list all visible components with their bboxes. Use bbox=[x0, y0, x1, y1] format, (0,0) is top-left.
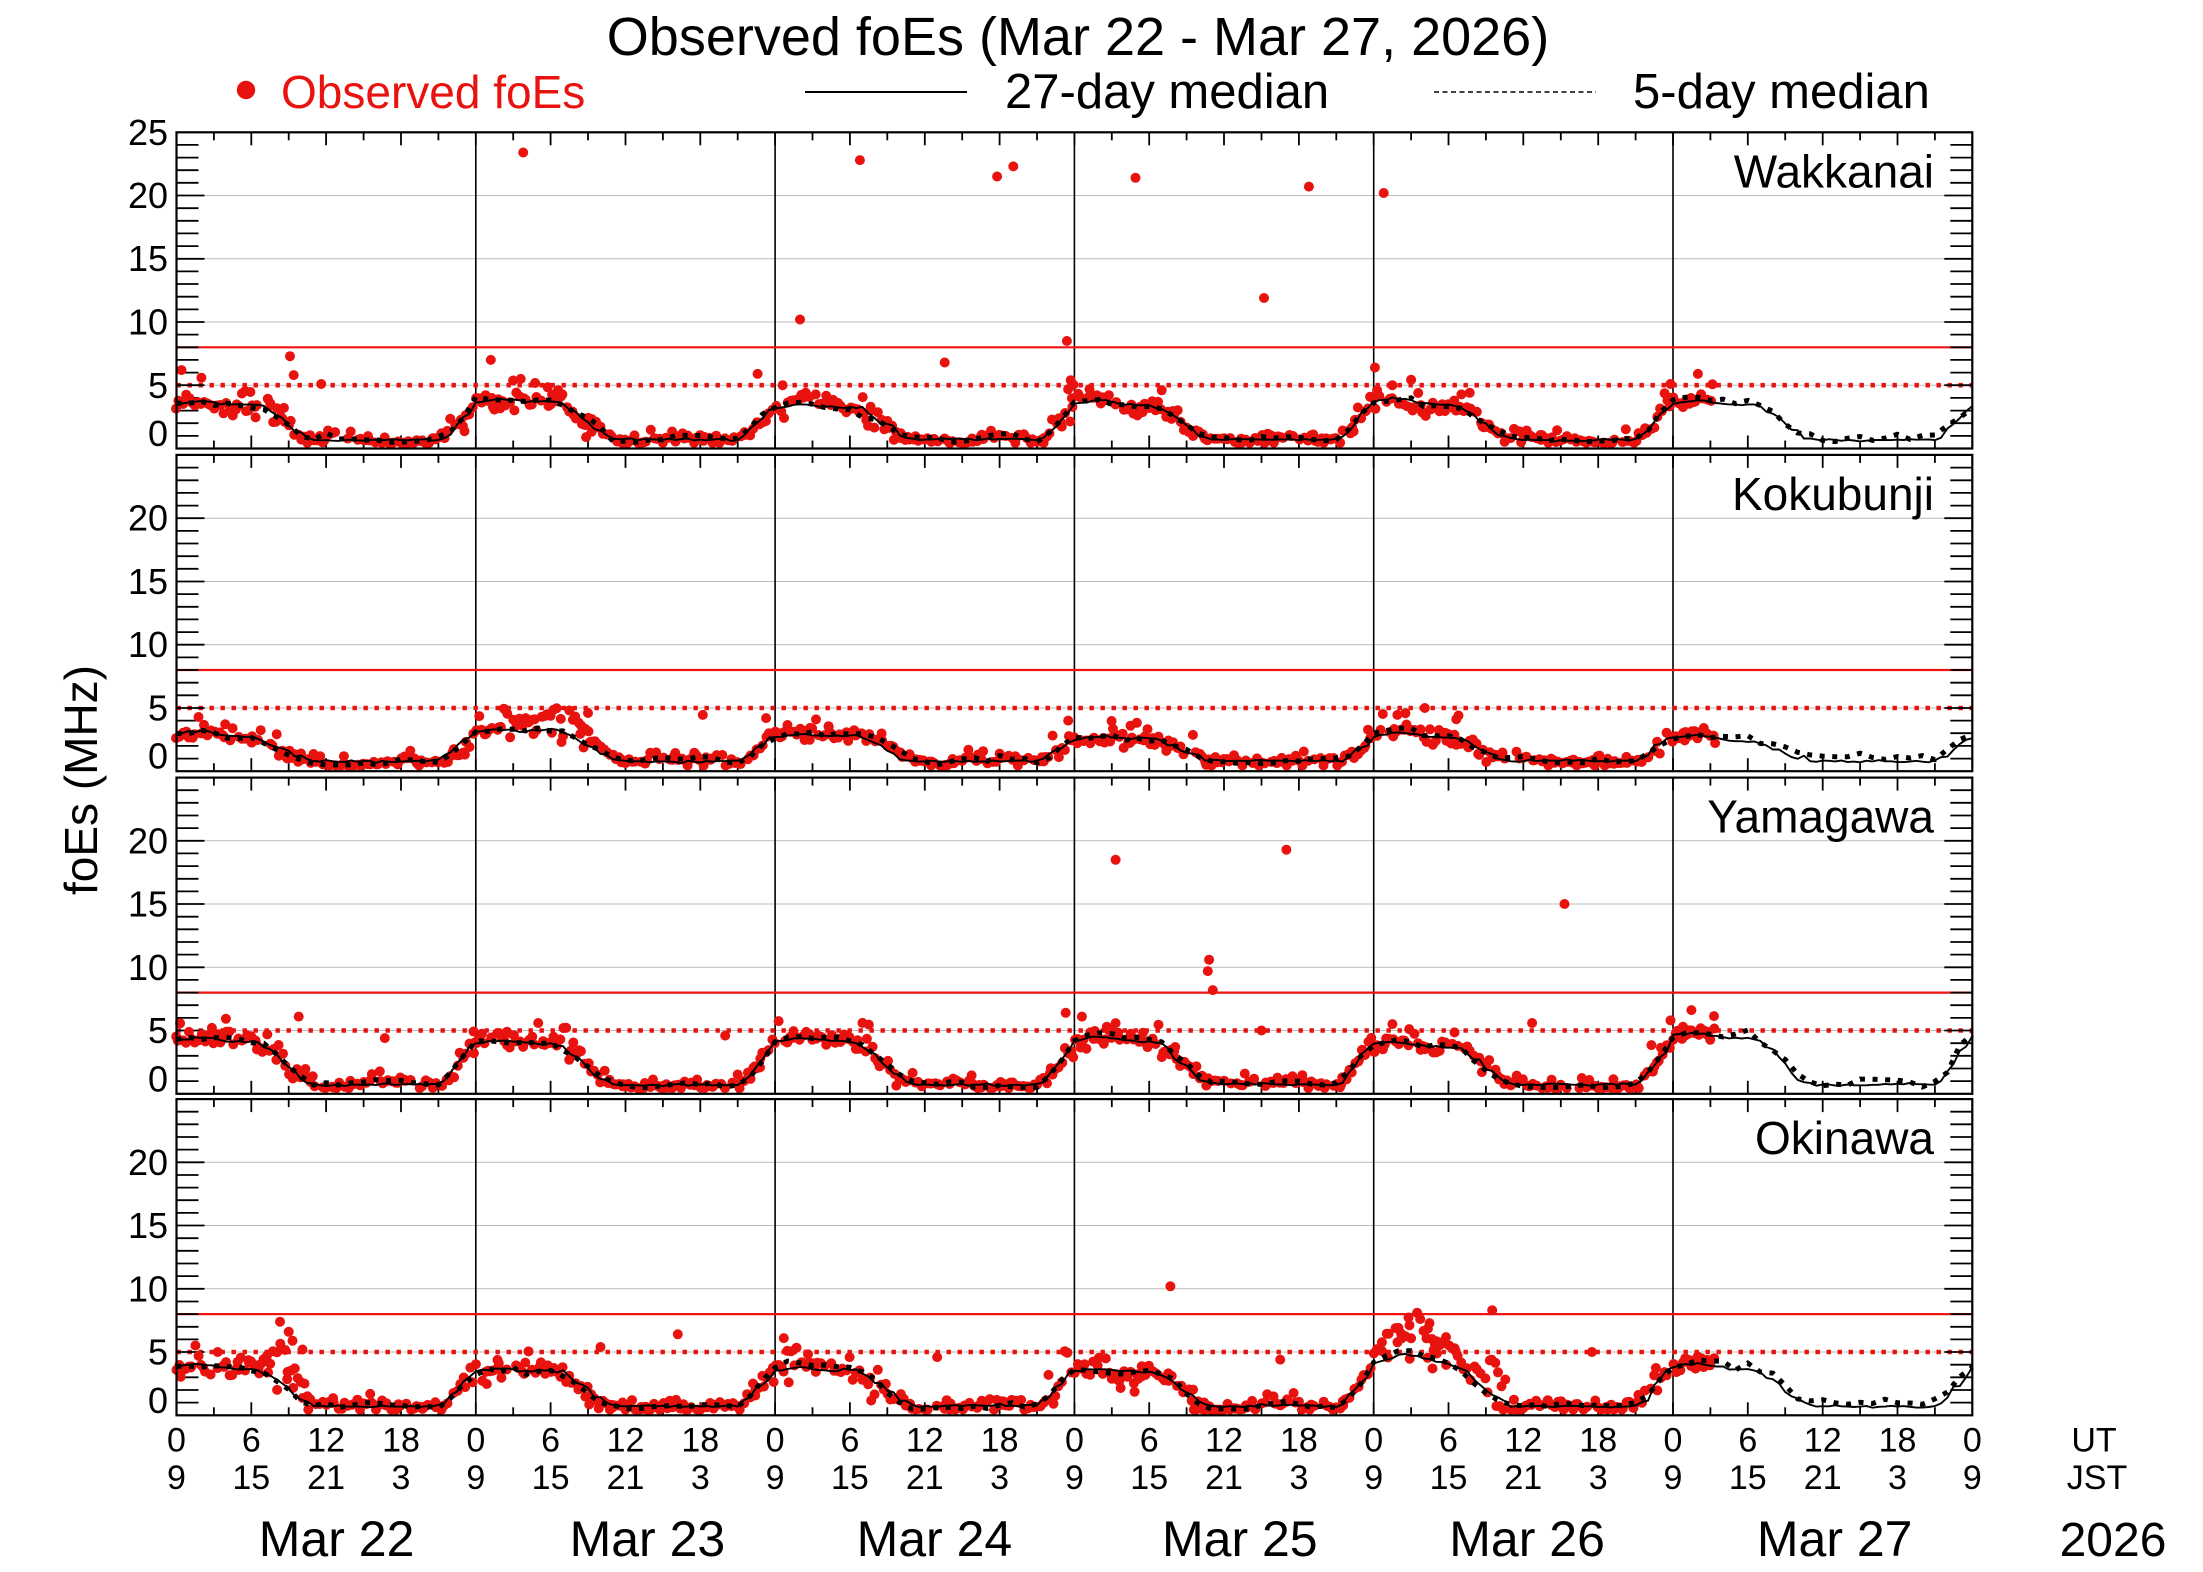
svg-text:Yamagawa: Yamagawa bbox=[1707, 791, 1934, 843]
svg-text:15: 15 bbox=[1430, 1459, 1468, 1497]
svg-text:0: 0 bbox=[1963, 1422, 1982, 1460]
svg-text:2026: 2026 bbox=[2060, 1514, 2167, 1567]
svg-text:18: 18 bbox=[382, 1422, 420, 1460]
svg-text:JST: JST bbox=[2067, 1459, 2127, 1497]
svg-text:20: 20 bbox=[128, 820, 168, 861]
svg-text:UT: UT bbox=[2071, 1422, 2116, 1460]
svg-text:0: 0 bbox=[1664, 1422, 1683, 1460]
svg-text:15: 15 bbox=[128, 884, 168, 925]
svg-text:15: 15 bbox=[128, 1205, 168, 1246]
svg-text:12: 12 bbox=[607, 1422, 645, 1460]
svg-text:21: 21 bbox=[1205, 1459, 1243, 1497]
svg-text:9: 9 bbox=[1664, 1459, 1683, 1497]
svg-text:3: 3 bbox=[691, 1459, 710, 1497]
svg-text:Mar 25: Mar 25 bbox=[1162, 1511, 1318, 1567]
svg-text:0: 0 bbox=[466, 1422, 485, 1460]
svg-text:3: 3 bbox=[1589, 1459, 1608, 1497]
svg-text:5-day median: 5-day median bbox=[1633, 65, 1930, 119]
svg-text:0: 0 bbox=[148, 1380, 168, 1421]
svg-text:Observed foEs: Observed foEs bbox=[281, 66, 585, 118]
svg-text:21: 21 bbox=[1504, 1459, 1542, 1497]
svg-text:5: 5 bbox=[148, 688, 168, 729]
svg-text:Kokubunji: Kokubunji bbox=[1732, 468, 1934, 520]
svg-text:3: 3 bbox=[1289, 1459, 1308, 1497]
svg-text:Mar 27: Mar 27 bbox=[1757, 1511, 1913, 1567]
svg-text:5: 5 bbox=[148, 365, 168, 406]
svg-text:0: 0 bbox=[1065, 1422, 1084, 1460]
svg-text:6: 6 bbox=[1738, 1422, 1757, 1460]
svg-text:0: 0 bbox=[148, 736, 168, 777]
svg-text:9: 9 bbox=[1963, 1459, 1982, 1497]
svg-text:5: 5 bbox=[148, 1332, 168, 1373]
svg-text:6: 6 bbox=[541, 1422, 560, 1460]
svg-text:9: 9 bbox=[466, 1459, 485, 1497]
svg-text:21: 21 bbox=[607, 1459, 645, 1497]
svg-text:12: 12 bbox=[1205, 1422, 1243, 1460]
svg-text:0: 0 bbox=[148, 1058, 168, 1099]
svg-text:6: 6 bbox=[1439, 1422, 1458, 1460]
svg-text:18: 18 bbox=[1280, 1422, 1318, 1460]
svg-text:12: 12 bbox=[906, 1422, 944, 1460]
svg-text:Observed foEs (Mar 22 - Mar 27: Observed foEs (Mar 22 - Mar 27, 2026) bbox=[607, 7, 1549, 67]
svg-text:15: 15 bbox=[128, 238, 168, 279]
svg-text:3: 3 bbox=[990, 1459, 1009, 1497]
svg-text:0: 0 bbox=[148, 413, 168, 454]
svg-text:25: 25 bbox=[128, 112, 168, 153]
svg-text:20: 20 bbox=[128, 498, 168, 539]
svg-text:21: 21 bbox=[307, 1459, 345, 1497]
svg-text:21: 21 bbox=[906, 1459, 944, 1497]
svg-text:Wakkanai: Wakkanai bbox=[1734, 145, 1934, 197]
svg-text:18: 18 bbox=[1579, 1422, 1617, 1460]
svg-text:18: 18 bbox=[981, 1422, 1019, 1460]
svg-text:20: 20 bbox=[128, 1142, 168, 1183]
svg-text:12: 12 bbox=[1804, 1422, 1842, 1460]
svg-text:0: 0 bbox=[766, 1422, 785, 1460]
svg-text:0: 0 bbox=[167, 1422, 186, 1460]
svg-text:6: 6 bbox=[242, 1422, 261, 1460]
svg-text:6: 6 bbox=[1140, 1422, 1159, 1460]
svg-text:5: 5 bbox=[148, 1010, 168, 1051]
svg-text:9: 9 bbox=[766, 1459, 785, 1497]
svg-text:12: 12 bbox=[307, 1422, 345, 1460]
svg-text:Mar 24: Mar 24 bbox=[857, 1511, 1013, 1567]
svg-text:Mar 26: Mar 26 bbox=[1449, 1511, 1605, 1567]
svg-text:18: 18 bbox=[1879, 1422, 1917, 1460]
svg-text:10: 10 bbox=[128, 947, 168, 988]
svg-text:21: 21 bbox=[1804, 1459, 1842, 1497]
svg-text:27-day median: 27-day median bbox=[1005, 65, 1329, 119]
svg-text:foEs (MHz): foEs (MHz) bbox=[55, 665, 107, 895]
svg-text:15: 15 bbox=[1130, 1459, 1168, 1497]
svg-text:9: 9 bbox=[1364, 1459, 1383, 1497]
svg-text:10: 10 bbox=[128, 1268, 168, 1309]
svg-text:15: 15 bbox=[232, 1459, 270, 1497]
svg-text:Mar 23: Mar 23 bbox=[570, 1511, 726, 1567]
svg-text:20: 20 bbox=[128, 175, 168, 216]
svg-text:0: 0 bbox=[1364, 1422, 1383, 1460]
svg-text:15: 15 bbox=[128, 561, 168, 602]
svg-text:9: 9 bbox=[1065, 1459, 1084, 1497]
svg-text:18: 18 bbox=[681, 1422, 719, 1460]
svg-text:3: 3 bbox=[1888, 1459, 1907, 1497]
svg-text:10: 10 bbox=[128, 302, 168, 343]
svg-text:9: 9 bbox=[167, 1459, 186, 1497]
svg-text:15: 15 bbox=[532, 1459, 570, 1497]
svg-text:Okinawa: Okinawa bbox=[1755, 1112, 1934, 1164]
svg-text:3: 3 bbox=[392, 1459, 411, 1497]
svg-text:15: 15 bbox=[831, 1459, 869, 1497]
svg-text:Mar 22: Mar 22 bbox=[259, 1511, 415, 1567]
svg-text:10: 10 bbox=[128, 624, 168, 665]
svg-text:15: 15 bbox=[1729, 1459, 1767, 1497]
svg-text:12: 12 bbox=[1504, 1422, 1542, 1460]
svg-text:6: 6 bbox=[840, 1422, 859, 1460]
